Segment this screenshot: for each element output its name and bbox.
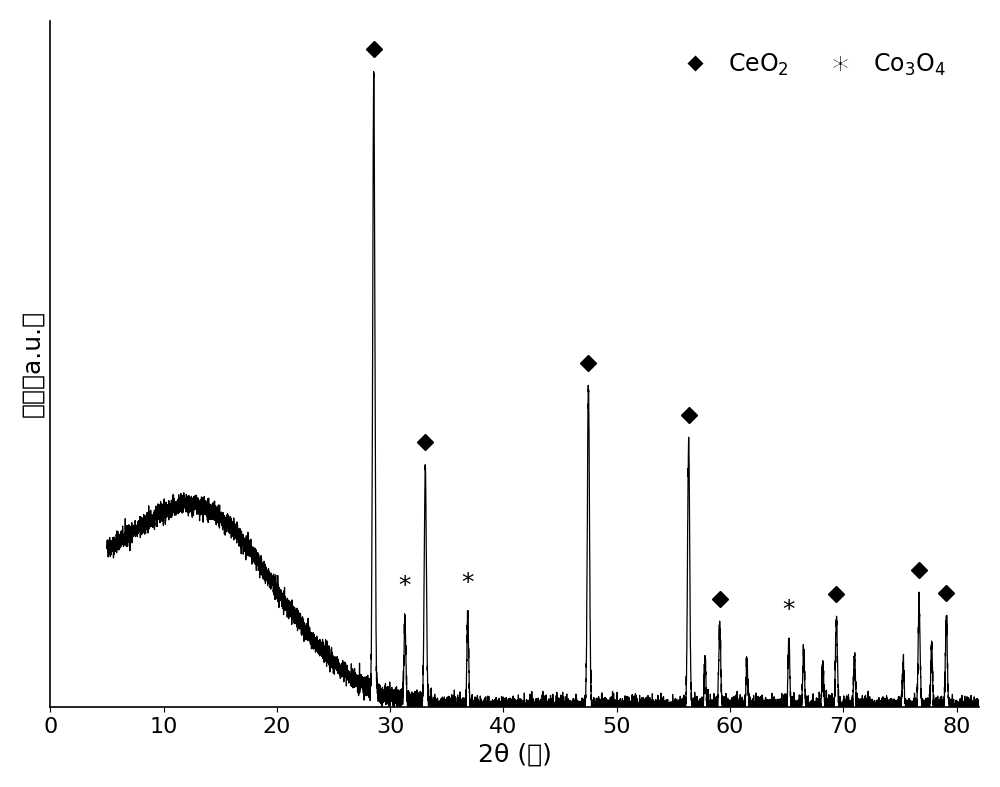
Text: *: *	[462, 571, 474, 595]
Text: *: *	[399, 574, 411, 598]
Y-axis label: 强度（a.u.）: 强度（a.u.）	[21, 310, 45, 417]
Text: *: *	[783, 598, 795, 622]
X-axis label: 2θ (度): 2θ (度)	[478, 742, 552, 767]
Legend: CeO$_2$, Co$_3$O$_4$: CeO$_2$, Co$_3$O$_4$	[659, 39, 958, 89]
